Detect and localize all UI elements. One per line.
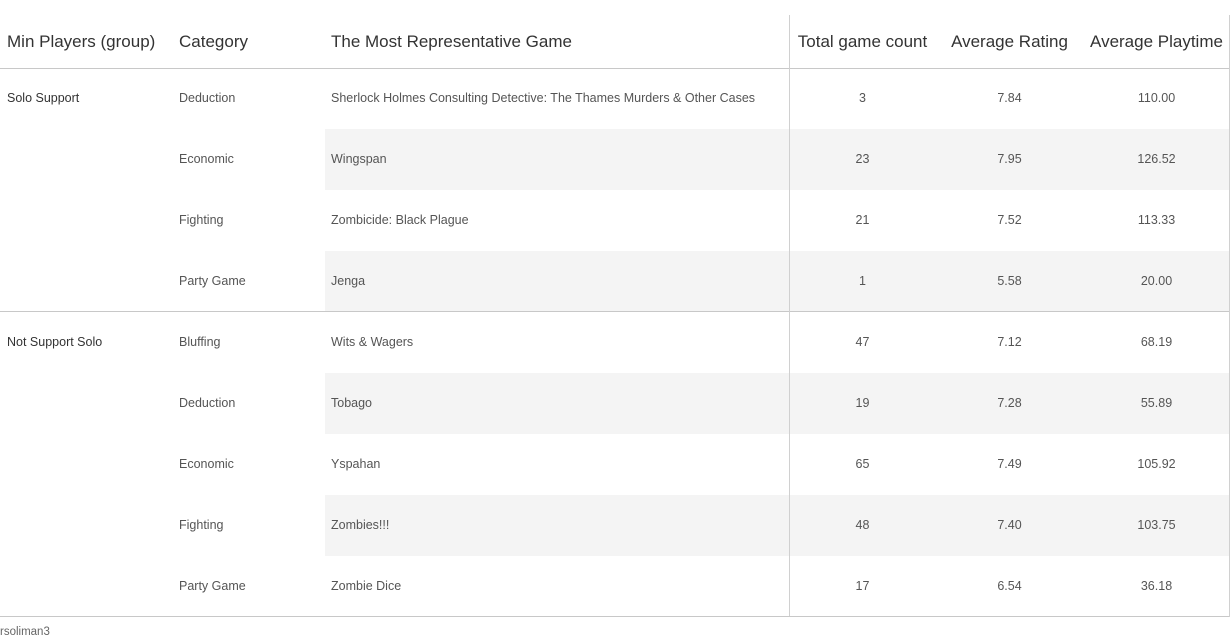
rating-cell[interactable]: 7.84 (997, 91, 1022, 105)
table-row[interactable]: Bluffing Wits & Wagers 47 7.12 68.19 (0, 312, 1229, 373)
category-cell[interactable]: Economic (179, 152, 234, 166)
count-cell[interactable]: 1 (859, 274, 866, 288)
measure-divider (789, 15, 790, 617)
count-cell[interactable]: 47 (855, 335, 870, 349)
category-cell[interactable]: Deduction (179, 396, 236, 410)
rating-cell[interactable]: 6.54 (997, 579, 1022, 593)
playtime-cell[interactable]: 105.92 (1137, 457, 1176, 471)
category-cell[interactable]: Party Game (179, 579, 246, 593)
playtime-cell[interactable]: 20.00 (1140, 274, 1173, 288)
count-cell[interactable]: 23 (855, 152, 870, 166)
game-cell[interactable]: Zombie Dice (331, 579, 402, 593)
game-cell[interactable]: Wits & Wagers (331, 335, 414, 349)
game-cell[interactable]: Sherlock Holmes Consulting Detective: Th… (331, 91, 756, 105)
count-cell[interactable]: 3 (859, 91, 866, 105)
playtime-cell[interactable]: 126.52 (1137, 152, 1176, 166)
playtime-cell[interactable]: 68.19 (1140, 335, 1173, 349)
category-cell[interactable]: Party Game (179, 274, 246, 288)
header-average-rating[interactable]: Average Rating (951, 32, 1068, 51)
rating-cell[interactable]: 7.12 (997, 335, 1022, 349)
author-footer: rsoliman3 (0, 626, 50, 638)
game-cell[interactable]: Jenga (331, 274, 366, 288)
playtime-cell[interactable]: 36.18 (1140, 579, 1173, 593)
playtime-cell[interactable]: 55.89 (1140, 396, 1173, 410)
rating-cell[interactable]: 7.40 (997, 518, 1022, 532)
table-row[interactable]: Party Game Zombie Dice 17 6.54 36.18 (0, 556, 1229, 617)
count-cell[interactable]: 65 (855, 457, 870, 471)
group-label[interactable]: Solo Support (7, 91, 80, 105)
table-right-edge (1229, 15, 1230, 617)
row-band (325, 251, 1229, 312)
rating-cell[interactable]: 7.28 (997, 396, 1022, 410)
rating-cell[interactable]: 5.58 (997, 274, 1022, 288)
count-cell[interactable]: 17 (855, 579, 870, 593)
table-bottom-line (0, 616, 1229, 617)
playtime-cell[interactable]: 110.00 (1137, 91, 1176, 105)
game-cell[interactable]: Zombies!!! (331, 518, 390, 532)
category-cell[interactable]: Deduction (179, 91, 236, 105)
count-cell[interactable]: 19 (855, 396, 870, 410)
rating-cell[interactable]: 7.95 (997, 152, 1022, 166)
category-cell[interactable]: Fighting (179, 213, 224, 227)
playtime-cell[interactable]: 103.75 (1137, 518, 1176, 532)
table-row[interactable]: Deduction Tobago 19 7.28 55.89 (0, 373, 1229, 434)
game-cell[interactable]: Yspahan (331, 457, 381, 471)
header-min-players[interactable]: Min Players (group) (7, 32, 156, 51)
category-cell[interactable]: Economic (179, 457, 234, 471)
header-game[interactable]: The Most Representative Game (331, 32, 572, 51)
playtime-cell[interactable]: 113.33 (1137, 213, 1176, 227)
table-row[interactable]: Deduction Sherlock Holmes Consulting Dete… (0, 68, 1229, 129)
count-cell[interactable]: 21 (855, 213, 870, 227)
table-row[interactable]: Fighting Zombies!!! 48 7.40 103.75 (0, 495, 1229, 556)
category-cell[interactable]: Fighting (179, 518, 224, 532)
game-cell[interactable]: Tobago (331, 396, 373, 410)
count-cell[interactable]: 48 (855, 518, 870, 532)
rating-cell[interactable]: 7.49 (997, 457, 1022, 471)
table-row[interactable]: Fighting Zombicide: Black Plague 21 7.52 113… (0, 190, 1229, 251)
header-total-count[interactable]: Total game count (797, 32, 928, 51)
table-row[interactable]: Economic Yspahan 65 7.49 105.92 (0, 434, 1229, 495)
game-cell[interactable]: Wingspan (331, 152, 387, 166)
category-cell[interactable]: Bluffing (179, 335, 221, 349)
game-cell[interactable]: Zombicide: Black Plague (331, 213, 469, 227)
group-label[interactable]: Not Support Solo (7, 335, 103, 349)
header-average-playtime[interactable]: Average Playtime (1090, 32, 1223, 51)
row-band (325, 129, 1229, 190)
table-header: Min Players (group) Category The Most Re… (0, 16, 1229, 69)
rating-cell[interactable]: 7.52 (997, 213, 1022, 227)
table-row[interactable]: Economic Wingspan 23 7.95 126.52 (0, 129, 1229, 190)
group-separator (0, 311, 1229, 312)
header-category[interactable]: Category (179, 32, 248, 51)
row-band (325, 373, 1229, 434)
table-row[interactable]: Party Game Jenga 1 5.58 20.00 (0, 251, 1229, 312)
row-band (325, 495, 1229, 556)
